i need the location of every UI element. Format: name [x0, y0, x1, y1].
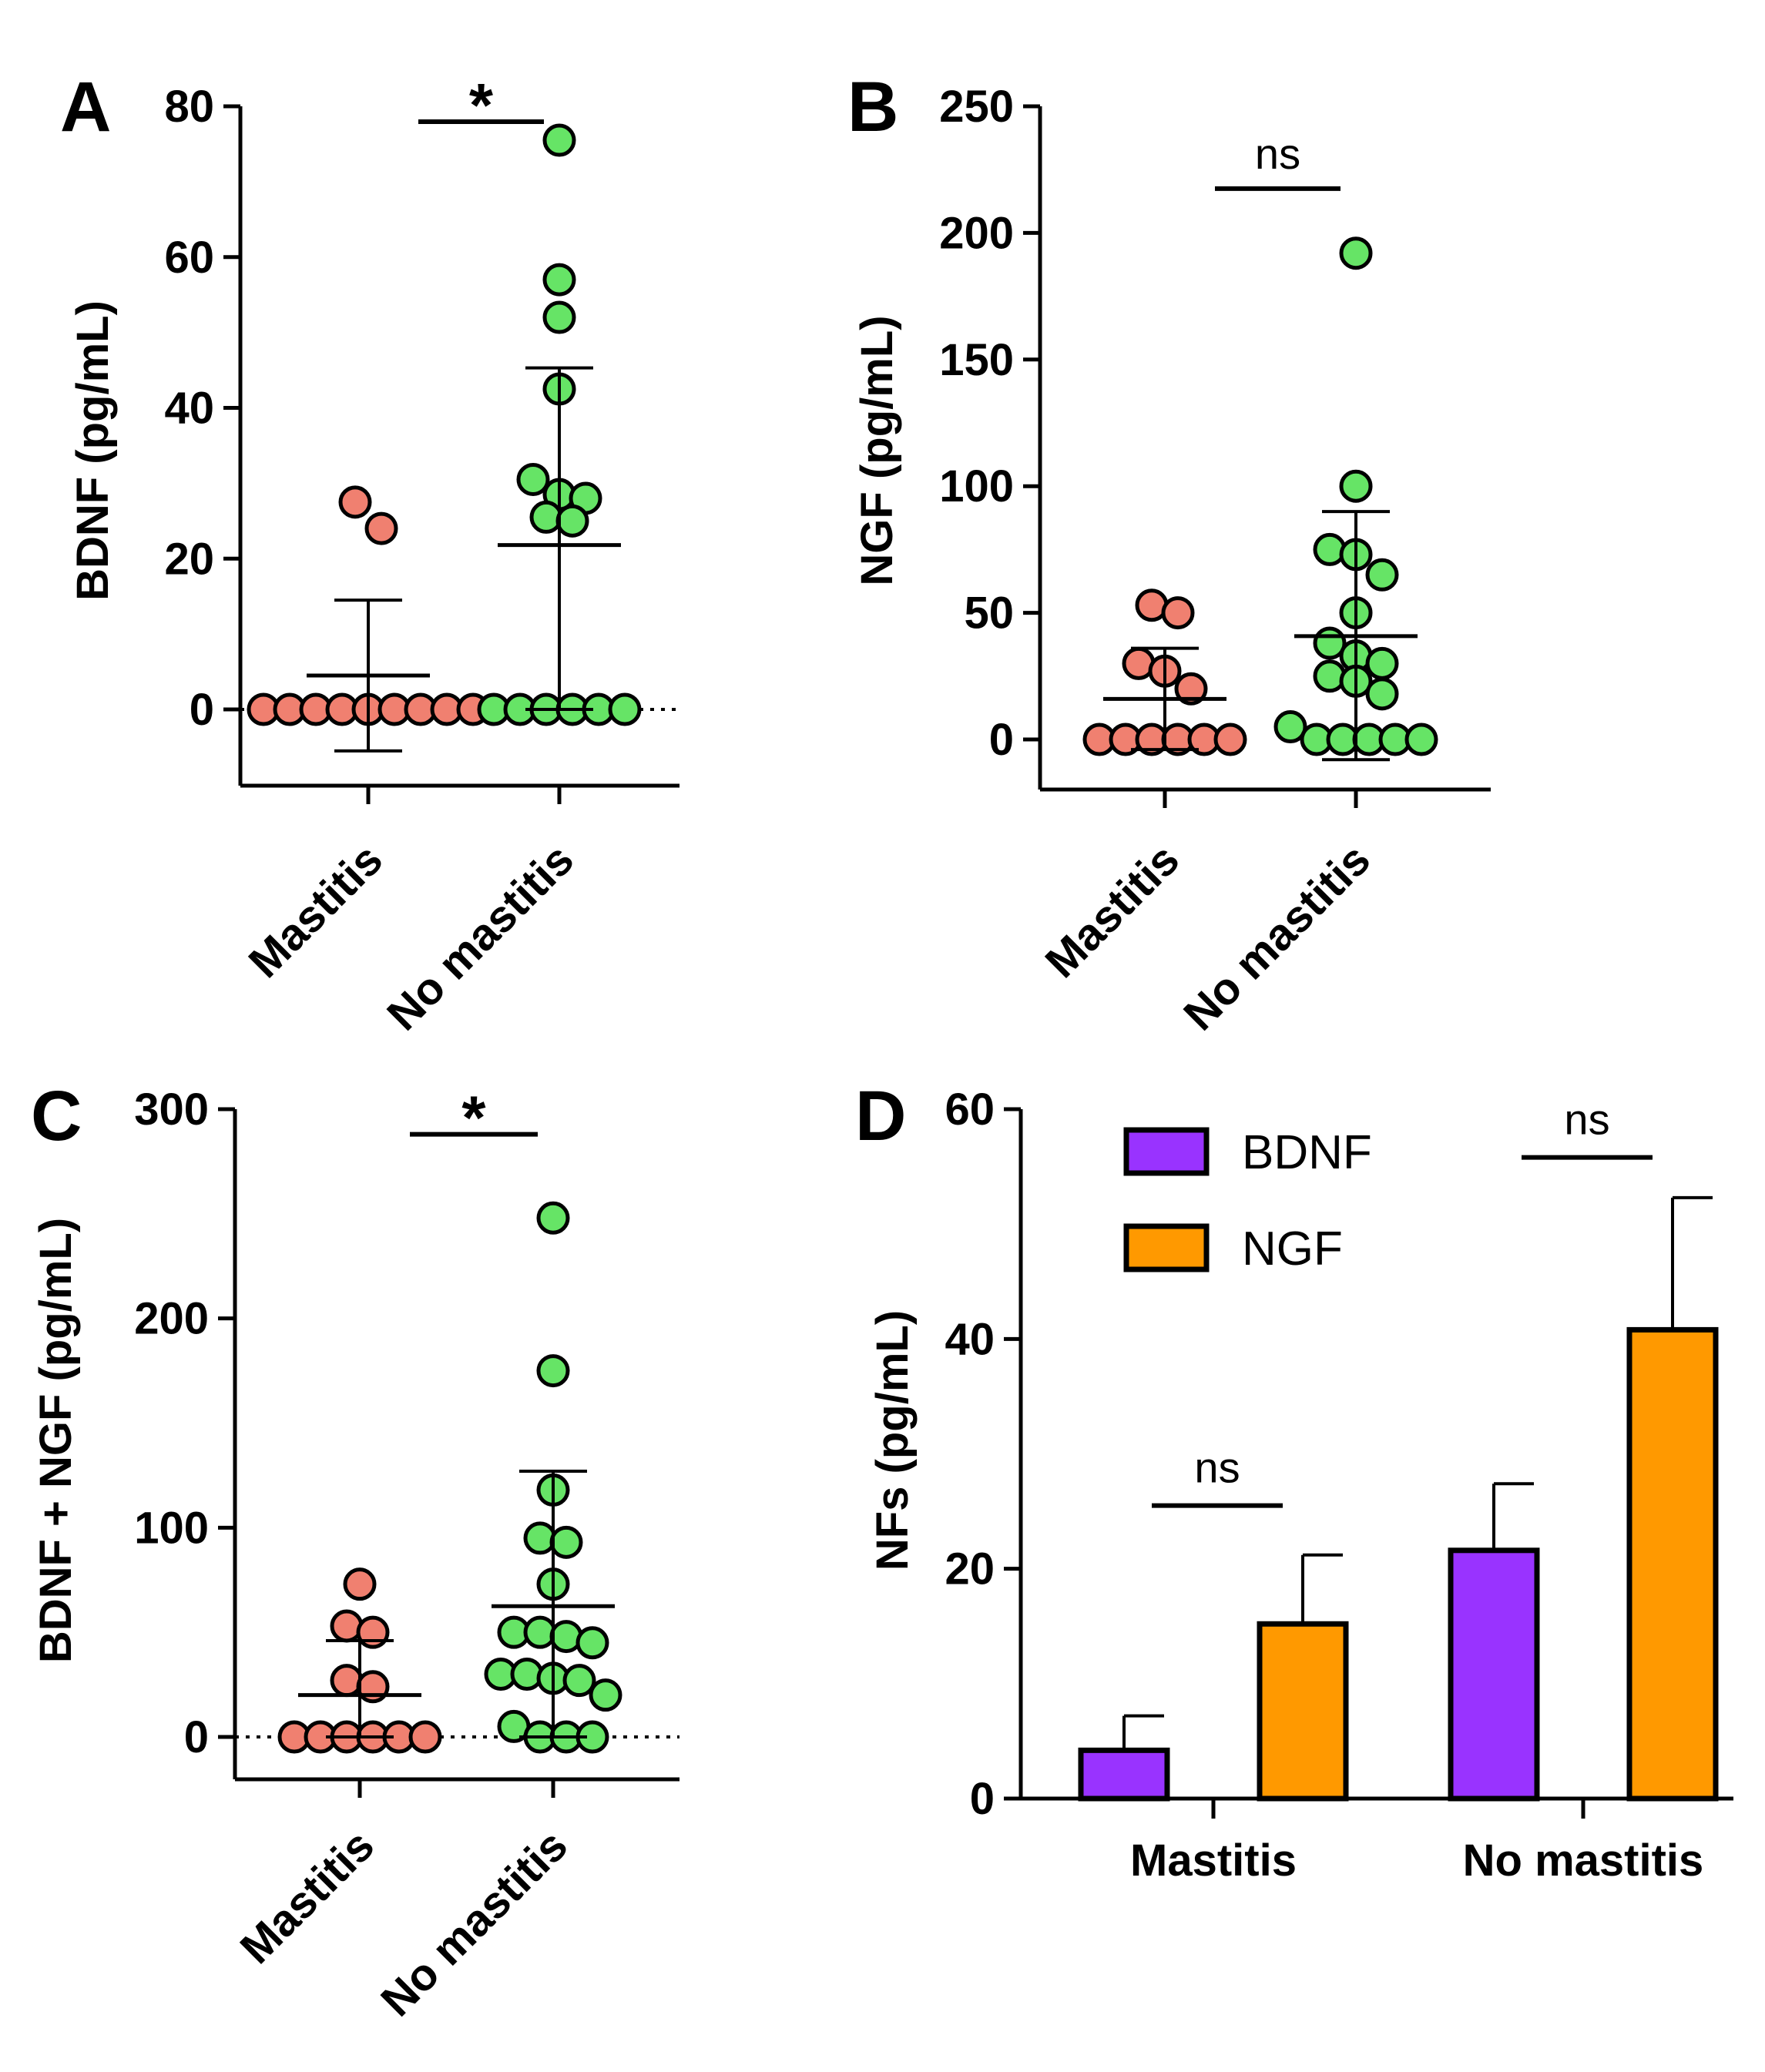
data-point	[1174, 672, 1208, 706]
y-tick-label: 0	[970, 1774, 995, 1824]
data-point	[1339, 236, 1373, 270]
data-point	[1365, 558, 1399, 592]
data-point	[555, 504, 589, 538]
x-category-label: Mastitis	[1036, 834, 1190, 987]
data-point	[1313, 532, 1347, 566]
panel-letter: C	[31, 1077, 82, 1155]
y-axis-label: BDNF + NGF (pg/mL)	[31, 1218, 81, 1663]
panel-letter: A	[60, 68, 111, 146]
panel-letter: D	[855, 1077, 906, 1155]
data-point	[536, 1354, 570, 1388]
significance-label: ns	[1194, 1443, 1240, 1492]
y-tick-label: 200	[939, 208, 1014, 258]
data-point	[549, 1525, 583, 1559]
x-category-label: No mastitis	[377, 834, 583, 1040]
panel-letter: B	[847, 68, 898, 146]
data-point	[1273, 710, 1307, 744]
data-point	[562, 1664, 596, 1698]
x-category-label: Mastitis	[1130, 1836, 1297, 1886]
y-axis-label: BDNF (pg/mL)	[68, 300, 118, 601]
y-tick-label: 0	[184, 1712, 209, 1762]
data-point	[589, 1678, 622, 1712]
y-tick-label: 20	[945, 1544, 995, 1594]
data-point	[343, 1567, 377, 1601]
data-point	[542, 123, 576, 157]
legend-label: BDNF	[1242, 1126, 1372, 1179]
y-tick-label: 20	[164, 534, 214, 584]
data-point	[542, 300, 576, 334]
x-category-label: Mastitis	[231, 1820, 384, 1973]
data-point	[1161, 596, 1195, 630]
data-point	[1313, 659, 1347, 693]
y-tick-label: 200	[134, 1294, 209, 1344]
y-tick-label: 100	[134, 1503, 209, 1553]
bar	[1626, 1326, 1719, 1802]
legend-label: NGF	[1242, 1222, 1343, 1276]
data-point	[1365, 646, 1399, 680]
legend-swatch	[1123, 1223, 1210, 1272]
data-point	[364, 511, 398, 545]
y-tick-label: 250	[939, 82, 1014, 132]
significance-label: ns	[1564, 1095, 1609, 1144]
data-point	[536, 1201, 570, 1235]
data-point	[356, 1615, 390, 1649]
bar	[1448, 1547, 1540, 1802]
data-point	[1365, 677, 1399, 711]
y-tick-label: 60	[164, 233, 214, 283]
data-point	[1404, 723, 1438, 756]
significance-label: *	[469, 71, 494, 139]
data-point	[575, 1626, 609, 1660]
data-point	[542, 263, 576, 297]
panel-c: 0 100 200 300 C BDNF + NGF (pg/mL) MastitisNo …	[31, 1077, 679, 2026]
y-tick-label: 0	[989, 715, 1014, 765]
significance-label: *	[461, 1084, 486, 1152]
y-axis-label: NFs (pg/mL)	[867, 1310, 918, 1571]
data-point	[608, 692, 642, 726]
data-point	[338, 485, 372, 519]
y-tick-label: 60	[945, 1085, 995, 1135]
y-tick-label: 40	[164, 384, 214, 434]
bar	[1078, 1747, 1170, 1802]
y-tick-label: 300	[134, 1085, 209, 1135]
y-tick-label: 50	[964, 588, 1014, 639]
bar	[1257, 1621, 1349, 1802]
panel-d: 0 20 40 60 D NFs (pg/mL) Mastitis No mastitis ns…	[855, 1077, 1733, 1886]
y-tick-label: 100	[939, 461, 1014, 511]
x-category-label: No mastitis	[1463, 1836, 1704, 1886]
data-point	[516, 462, 550, 496]
data-point	[408, 1720, 442, 1754]
x-category-label: No mastitis	[371, 1820, 577, 2026]
y-axis-label: NGF (pg/mL)	[852, 315, 902, 585]
y-tick-label: 80	[164, 82, 214, 132]
y-tick-label: 0	[190, 685, 214, 735]
y-tick-label: 40	[945, 1314, 995, 1364]
data-point	[1339, 469, 1373, 503]
x-category-label: Mastitis	[240, 834, 393, 987]
legend-swatch	[1123, 1127, 1210, 1176]
x-category-label: No mastitis	[1174, 834, 1380, 1040]
significance-label: ns	[1255, 129, 1300, 178]
y-tick-label: 150	[939, 335, 1014, 385]
data-point	[1213, 723, 1247, 756]
